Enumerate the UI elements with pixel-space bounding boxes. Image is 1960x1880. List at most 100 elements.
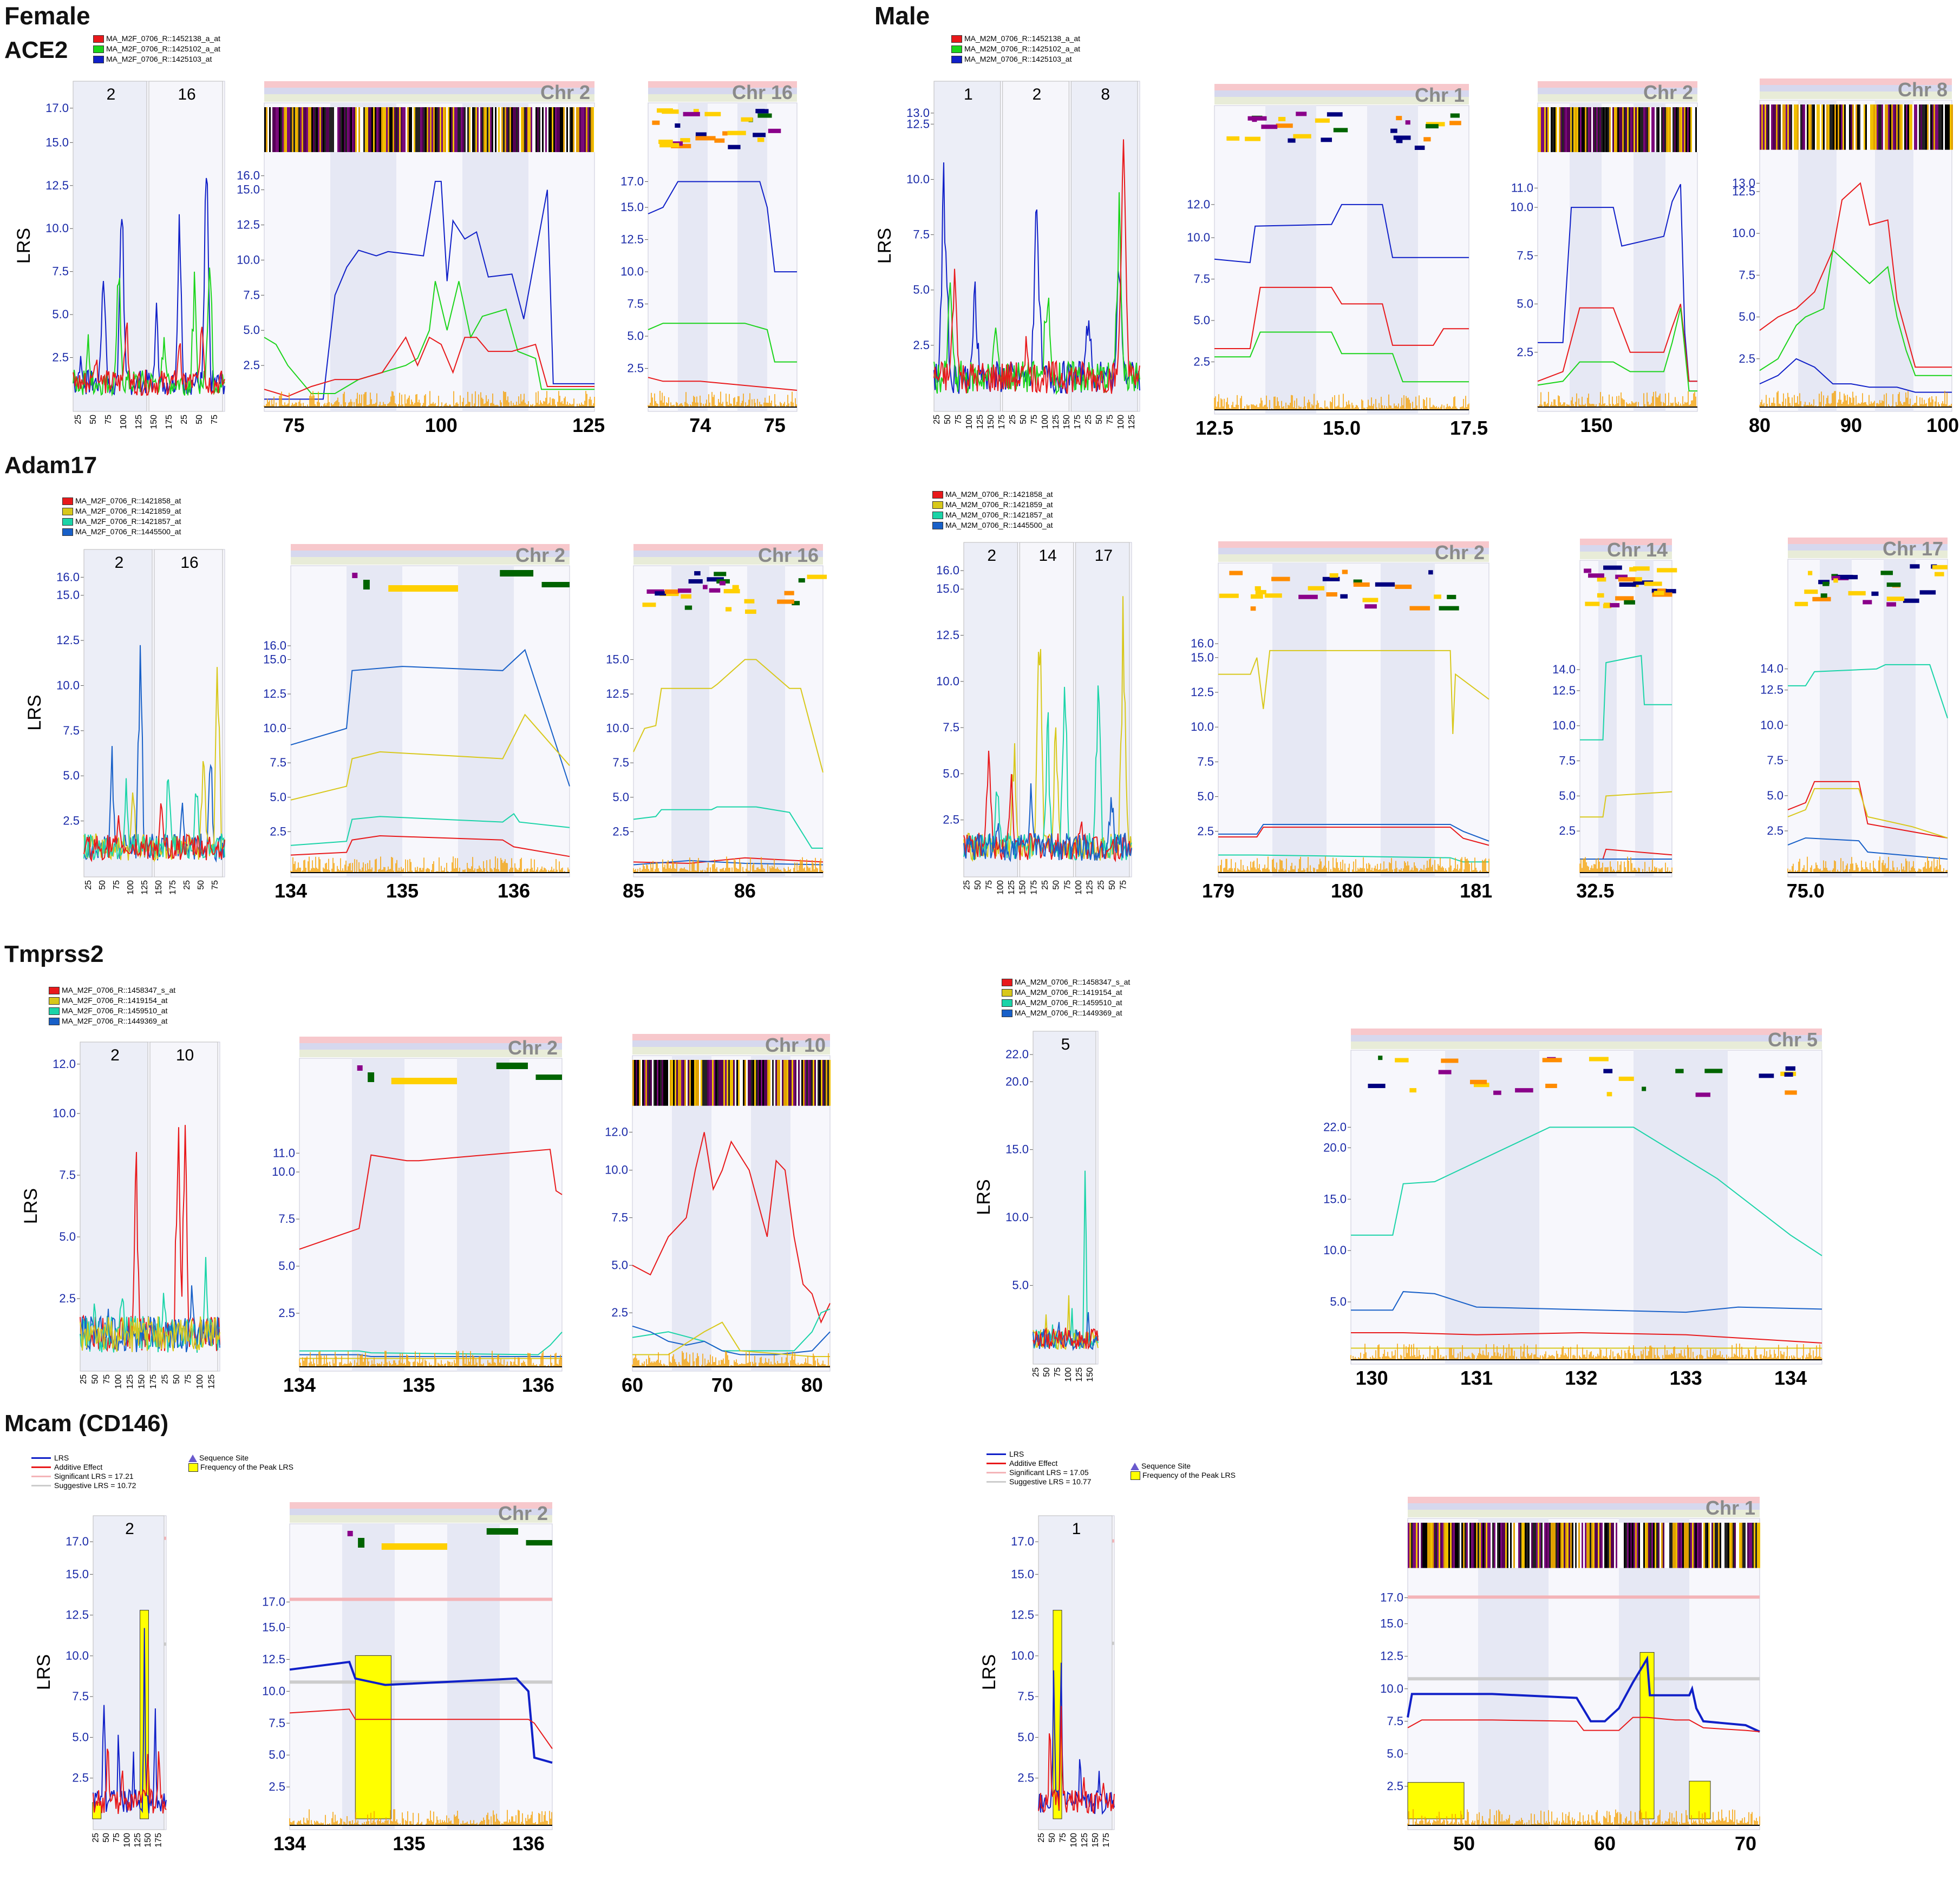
gene-track-mark	[1789, 104, 1791, 150]
gene-track-mark	[1710, 1523, 1711, 1568]
frequency-swatch	[188, 1463, 198, 1472]
gene-track-mark	[1539, 107, 1541, 152]
gene-track-mark	[401, 107, 402, 152]
gene-track-mark	[1640, 1523, 1642, 1568]
gene-track-mark	[1948, 104, 1950, 150]
gene-track-mark	[485, 107, 487, 152]
x-tick-label: 75	[954, 415, 963, 424]
snp-density	[633, 856, 824, 873]
gene-track-mark	[1687, 1523, 1689, 1568]
gene-track-mark	[1760, 104, 1761, 150]
gene-mark	[1226, 136, 1240, 141]
gene-mark	[1820, 593, 1827, 598]
legend-row: MA_M2M_0706_R::1449369_at	[1002, 1008, 1130, 1018]
legend-text: MA_M2M_0706_R::1425103_at	[964, 55, 1072, 63]
lrs-series-line	[1033, 1327, 1099, 1350]
gene-track-mark	[1661, 107, 1663, 152]
x-tick-label: 175	[1073, 415, 1082, 429]
legend-row: MA_M2F_0706_R::1419154_at	[49, 995, 175, 1006]
gene-track-mark	[1834, 104, 1836, 150]
gene-track-mark	[293, 107, 295, 152]
gene-track-mark	[1746, 1523, 1747, 1568]
gene-track-mark	[1611, 1523, 1612, 1568]
gene-track-mark	[584, 107, 586, 152]
gene-track-mark	[1875, 104, 1877, 150]
gene-mark	[1278, 116, 1286, 121]
plot-area	[1759, 100, 1952, 412]
gene-track-mark	[1494, 1523, 1495, 1568]
gene-track-mark	[1505, 1523, 1507, 1568]
x-tick-label: 134	[1774, 1367, 1807, 1389]
gene-track-mark	[1546, 1523, 1547, 1568]
lrs-series-line	[289, 1661, 553, 1764]
legend-text: MA_M2F_0706_R::1445500_at	[75, 527, 181, 536]
gene-track-mark	[1797, 104, 1799, 150]
gene-track-mark	[1437, 1523, 1439, 1568]
gene-track-mark	[1593, 1523, 1595, 1568]
chromosome-label: 17	[1095, 547, 1113, 565]
plot-area	[633, 565, 824, 877]
y-tick-label: 16.0	[237, 169, 260, 182]
gene-track-mark	[1681, 1523, 1682, 1568]
gene-track-mark	[714, 1060, 715, 1106]
gene-track-mark	[1857, 104, 1859, 150]
gene-mark	[659, 143, 680, 148]
header-band	[1580, 552, 1672, 559]
y-tick-label: 2.5	[1559, 824, 1576, 837]
gene-track-mark	[1765, 104, 1766, 150]
y-tick-label: 5.0	[1387, 1747, 1403, 1760]
gene-track-mark	[1450, 1523, 1452, 1568]
gene-track-mark	[1517, 1523, 1518, 1568]
gene-track-mark	[1924, 104, 1925, 150]
legend-row: MA_M2M_0706_R::1425103_at	[951, 54, 1080, 64]
header-band	[648, 88, 797, 94]
gene-track-mark	[469, 107, 471, 152]
x-tick-label: 50	[89, 415, 98, 424]
gene-track-mark	[1705, 1523, 1707, 1568]
shade-band	[678, 103, 708, 411]
gene-track-mark	[1507, 1523, 1508, 1568]
x-tick-label: 50	[102, 1833, 111, 1843]
gene-track-mark	[1528, 1523, 1530, 1568]
gene-track-mark	[1569, 1523, 1570, 1568]
gene-track-mark	[1554, 1523, 1556, 1568]
peak-frequency-bar	[1689, 1780, 1711, 1819]
chromosome-label: 2	[115, 554, 124, 572]
gene-track-mark	[1672, 107, 1674, 152]
gene-track-mark	[1846, 104, 1847, 150]
gene-track-mark	[419, 107, 420, 152]
gene-mark	[1886, 597, 1905, 601]
gene-track-mark	[1586, 1523, 1588, 1568]
gene-track-mark	[436, 107, 438, 152]
gene-track-mark	[527, 107, 529, 152]
gene-track-mark	[1942, 104, 1943, 150]
gene-track-mark	[560, 107, 561, 152]
gene-track-mark	[553, 107, 555, 152]
gene-track-mark	[1883, 104, 1885, 150]
gene-track-mark	[754, 1060, 756, 1106]
gene-track-mark	[519, 107, 521, 152]
gene-mark	[1833, 578, 1838, 583]
gene-track-mark	[707, 1060, 709, 1106]
y-tick-label: 5.0	[1012, 1279, 1029, 1292]
gene-track-mark	[1707, 1523, 1708, 1568]
header-band	[633, 544, 823, 551]
legend-row: Additive Effect	[31, 1463, 136, 1472]
gene-mark	[1704, 1069, 1723, 1073]
gene-track-mark	[1599, 1523, 1601, 1568]
chromosome-title: Chr 14	[1607, 539, 1668, 561]
gene-track-mark	[1544, 107, 1546, 152]
y-tick-label: 10.0	[1005, 1210, 1029, 1224]
gene-track-mark	[1647, 1523, 1648, 1568]
gene-track-mark	[670, 1060, 671, 1106]
gene-mark	[1863, 600, 1872, 605]
x-tick-label: 125	[1051, 415, 1061, 429]
gene-mark	[1340, 594, 1348, 599]
chromosome-panel	[963, 542, 1018, 877]
legend-row: MA_M2F_0706_R::1425103_at	[93, 54, 220, 64]
gene-mark	[1364, 604, 1377, 609]
gene-track-mark	[1541, 1523, 1543, 1568]
gene-track-mark	[1455, 1523, 1456, 1568]
gene-track-mark	[1694, 1523, 1695, 1568]
